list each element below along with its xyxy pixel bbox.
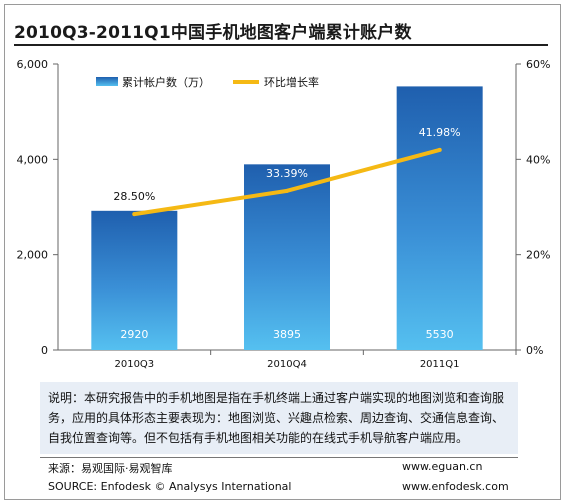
- bar-value-label: 5530: [426, 328, 454, 341]
- legend-bar-label: 累计帐户数（万）: [122, 75, 210, 89]
- left-tick-label: 0: [41, 344, 48, 357]
- bar: [396, 86, 483, 351]
- source-en: SOURCE: Enfodesk © Analysys Internationa…: [48, 480, 292, 493]
- bar-value-label: 2920: [120, 328, 148, 341]
- left-tick-label: 6,000: [17, 58, 49, 71]
- note-box: [40, 382, 518, 454]
- source-cn: 来源：易观国际·易观智库: [48, 462, 173, 475]
- bar-value-label: 3895: [273, 328, 301, 341]
- growth-value-label: 33.39%: [266, 167, 308, 180]
- growth-value-label: 28.50%: [113, 190, 155, 203]
- title-divider: [14, 44, 548, 46]
- bar: [91, 210, 178, 350]
- chart-title: 2010Q3-2011Q1中国手机地图客户端累计账户数: [14, 23, 412, 43]
- left-tick-label: 2,000: [17, 249, 49, 262]
- x-tick-label: 2010Q3: [114, 359, 154, 370]
- x-tick-label: 2011Q1: [420, 359, 460, 370]
- footer-divider: [40, 457, 518, 458]
- right-tick-label: 60%: [526, 58, 550, 71]
- chart-canvas: 0 2,000 4,000 6,000 0% 20% 40% 60% 2920 2010Q3 389…: [17, 58, 551, 370]
- legend-bar-swatch: [96, 77, 118, 86]
- url-eguan: www.eguan.cn: [402, 460, 483, 473]
- growth-point: [285, 188, 289, 193]
- growth-value-label: 41.98%: [419, 126, 461, 139]
- url-enfodesk: www.enfodesk.com: [402, 480, 509, 493]
- x-tick-label: 2010Q4: [267, 359, 307, 370]
- growth-point: [437, 147, 442, 152]
- right-tick-label: 0%: [526, 344, 543, 357]
- right-tick-label: 20%: [526, 249, 550, 262]
- legend-line-label: 环比增长率: [264, 75, 319, 89]
- left-tick-label: 4,000: [17, 153, 49, 166]
- note-text: 说明：本研究报告中的手机地图是指在手机终端上通过客户端实现的地图浏览和查询服务，…: [48, 391, 505, 445]
- right-tick-label: 40%: [526, 153, 550, 166]
- growth-point: [132, 212, 137, 217]
